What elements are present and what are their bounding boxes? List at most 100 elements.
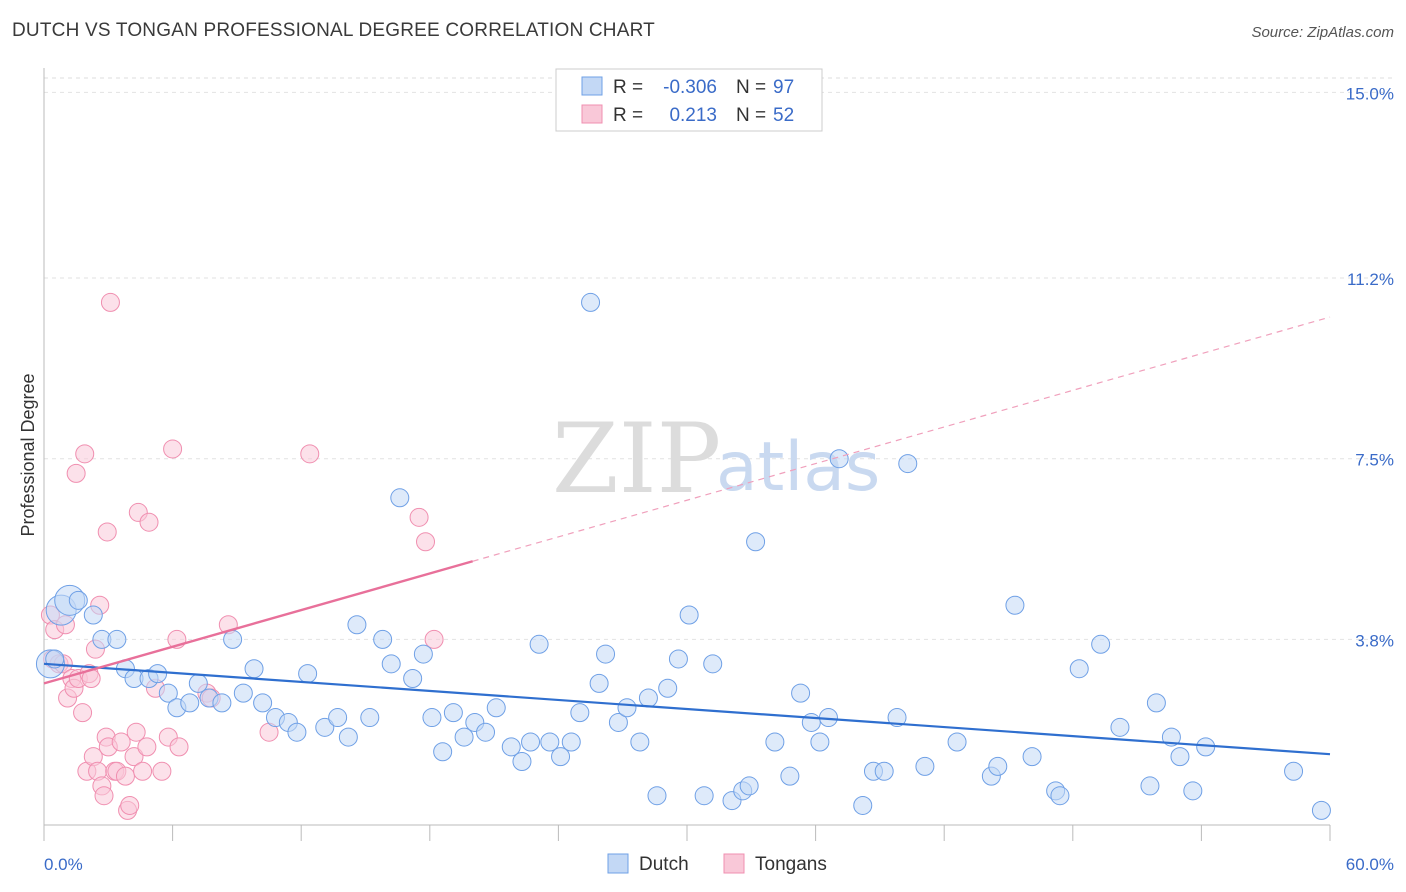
dutch-point xyxy=(703,654,723,674)
dutch-point xyxy=(287,722,307,742)
legend-n-label-dutch: N = xyxy=(736,77,766,98)
y-tick-label: 3.8% xyxy=(1355,631,1394,650)
dutch-point xyxy=(1140,776,1160,796)
dutch-point xyxy=(521,732,541,752)
dutch-point xyxy=(454,727,474,747)
dutch-point xyxy=(596,644,616,664)
dutch-point xyxy=(679,605,699,625)
dutch-point xyxy=(638,688,658,708)
dutch-trend-line xyxy=(43,662,1331,756)
tongans-point xyxy=(126,722,146,742)
legend-r-value-dutch: -0.306 xyxy=(663,77,717,98)
dutch-point xyxy=(570,703,590,723)
dutch-point xyxy=(765,732,785,752)
dutch-point xyxy=(1005,595,1025,615)
dutch-point xyxy=(373,629,393,649)
dutch-point xyxy=(338,727,358,747)
dutch-point xyxy=(551,747,571,767)
y-axis-title: Professional Degree xyxy=(18,373,38,536)
dutch-point xyxy=(658,678,678,698)
tongans-point xyxy=(424,629,444,649)
dutch-point xyxy=(212,693,232,713)
dutch-point xyxy=(413,644,433,664)
dutch-point xyxy=(829,449,849,469)
dutch-point xyxy=(810,732,830,752)
tongans-point xyxy=(75,444,95,464)
dutch-point xyxy=(315,717,335,737)
x-tick-label-min: 0.0% xyxy=(44,855,83,874)
dutch-point xyxy=(233,683,253,703)
dutch-point xyxy=(433,742,453,762)
dutch-point xyxy=(1069,659,1089,679)
stats-legend: R = -0.306 N = 97 R = 0.213 N = 52 xyxy=(555,68,823,132)
watermark-zip: ZIP xyxy=(552,403,721,515)
dutch-point xyxy=(347,615,367,635)
tongans-point xyxy=(124,747,144,767)
tongans-point xyxy=(100,292,120,312)
dutch-point xyxy=(694,786,714,806)
tongans-point xyxy=(169,737,189,757)
dutch-point xyxy=(915,756,935,776)
tongans-point xyxy=(111,732,131,752)
tongans-point xyxy=(133,761,153,781)
dutch-point xyxy=(253,693,273,713)
dutch-point xyxy=(1284,761,1304,781)
dutch-point xyxy=(608,712,628,732)
y-tick-labels: 3.8% 7.5% 11.2% 15.0% xyxy=(1346,84,1394,650)
dutch-point xyxy=(853,795,873,815)
bottom-legend-label-dutch: Dutch xyxy=(639,854,689,875)
dutch-point xyxy=(887,708,907,728)
legend-swatch-tongans xyxy=(581,104,603,124)
dutch-point xyxy=(381,654,401,674)
chart-source: Source: ZipAtlas.com xyxy=(1251,24,1394,41)
tongans-point xyxy=(94,786,114,806)
dutch-point xyxy=(630,732,650,752)
grid-lines xyxy=(44,77,1392,640)
dutch-point xyxy=(1110,717,1130,737)
tongans-point xyxy=(120,795,140,815)
dutch-point xyxy=(223,629,243,649)
tongans-point xyxy=(97,522,117,542)
tongans-trend-line xyxy=(43,560,473,685)
y-tick-label: 7.5% xyxy=(1355,451,1394,470)
tongans-point xyxy=(137,737,157,757)
legend-r-label-tongans: R = xyxy=(613,105,643,126)
watermark-atlas: atlas xyxy=(716,428,880,507)
dutch-points xyxy=(35,292,1331,820)
tongans-point xyxy=(300,444,320,464)
dutch-point xyxy=(68,590,88,610)
dutch-point xyxy=(1183,781,1203,801)
dutch-point xyxy=(158,683,178,703)
y-tick-label: 11.2% xyxy=(1347,270,1394,289)
dutch-point xyxy=(244,659,264,679)
trend-lines xyxy=(43,316,1331,756)
dutch-point xyxy=(561,732,581,752)
dutch-point xyxy=(780,766,800,786)
dutch-point xyxy=(422,708,442,728)
dutch-point xyxy=(180,693,200,713)
legend-r-label-dutch: R = xyxy=(613,77,643,98)
dutch-point xyxy=(403,668,423,688)
x-axis-ticks xyxy=(43,825,1331,841)
dutch-point xyxy=(1311,800,1331,820)
tongans-points xyxy=(40,292,444,820)
legend-r-value-tongans: 0.213 xyxy=(669,105,717,126)
tongans-point xyxy=(163,439,183,459)
tongans-trend-extension xyxy=(472,316,1331,562)
dutch-point xyxy=(512,752,532,772)
dutch-point xyxy=(988,756,1008,776)
dutch-point xyxy=(668,649,688,669)
dutch-point xyxy=(1170,747,1190,767)
dutch-point xyxy=(298,664,318,684)
tongans-point xyxy=(115,766,135,786)
dutch-point xyxy=(874,761,894,781)
dutch-point xyxy=(328,708,348,728)
tongans-point xyxy=(66,463,86,483)
legend-n-value-tongans: 52 xyxy=(773,105,794,126)
dutch-point xyxy=(1161,727,1181,747)
legend-swatch-dutch xyxy=(581,76,603,96)
tongans-point xyxy=(73,703,93,723)
bottom-legend-swatch-tongans xyxy=(723,853,745,874)
dutch-point xyxy=(529,634,549,654)
